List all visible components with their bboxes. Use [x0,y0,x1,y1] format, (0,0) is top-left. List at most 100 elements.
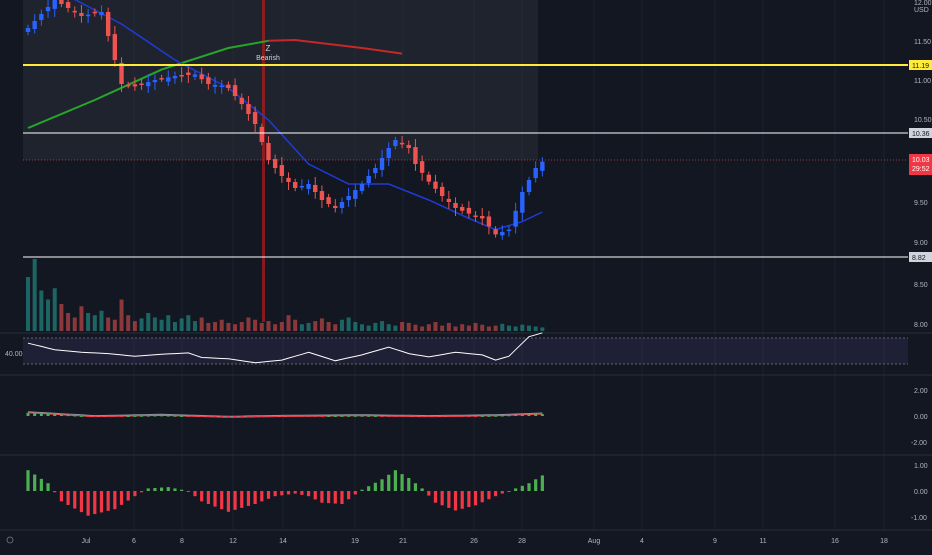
sma-long-line-down [268,38,403,55]
highlight-zone [23,0,538,160]
volume-bar [313,321,318,331]
candle-body [453,202,458,208]
oscillator-pane[interactable]: 1.00 0.00 -1.00 [26,463,928,522]
volume-bar [146,313,151,331]
candle-body [446,198,452,202]
volume-bar [493,325,498,331]
time-tick: Aug [588,538,601,545]
time-tick: 26 [470,538,478,545]
volume-bar [279,322,284,331]
time-tick: 12 [229,538,237,545]
rsi-value-label: 40.00 [5,351,23,358]
oscillator-bar [273,491,277,497]
level-price-label: 10.36 [912,131,930,138]
candle-body [206,77,211,84]
candle-body [192,74,198,77]
currency-label: USD [914,7,929,14]
volume-bar [286,315,291,331]
candle-body [480,216,485,219]
oscillator-bar [433,491,438,503]
rsi-pane[interactable]: 40.00 [5,332,908,365]
volume-bar [513,326,518,331]
oscillator-bar [507,491,511,492]
oscillator-bar [26,470,30,491]
macd-histogram-bar [140,415,144,417]
time-tick: 18 [880,538,888,545]
candle-body [413,147,418,164]
volume-bar [426,324,431,331]
volume-bar [406,322,411,331]
macd-histogram-bar [454,416,458,417]
macd-tick: -2.00 [911,440,927,447]
volume-bar [453,326,458,331]
candle-body [239,97,244,104]
timezone-icon[interactable] [6,536,14,544]
time-tick: 19 [351,538,359,545]
oscillator-bar [59,491,63,502]
volume-bar [319,318,324,331]
candle-body [526,180,532,192]
volume-bar [159,319,164,331]
macd-histogram-bar [440,416,444,417]
price-axis[interactable]: 12.00 USD 11.50 11.00 10.50 9.50 9.00 8.… [909,0,932,329]
macd-pane[interactable]: 2.00 0.00 -2.00 [26,388,928,447]
oscillator-bar [146,488,150,491]
osc-tick: -1.00 [911,515,927,522]
oscillator-bar [33,474,37,491]
volume-bar [152,317,157,331]
macd-histogram-bar [367,415,371,417]
macd-histogram-bar [186,416,190,417]
macd-histogram-bar [427,416,431,417]
volume-bar [39,290,44,331]
oscillator-bar [173,488,177,491]
macd-histogram-bar [113,416,117,417]
oscillator-bar [520,485,524,491]
time-tick: Jul [82,538,91,545]
candle-body [293,182,298,188]
macd-histogram-bar [480,415,484,417]
candle-body [379,158,385,170]
candle-body [272,159,278,168]
oscillator-bar [373,482,377,491]
oscillator-bar [494,491,498,497]
volume-bar [72,317,77,331]
time-axis[interactable]: Jul 6 8 12 14 19 21 26 28 Aug 4 9 11 16 … [6,536,888,545]
volume-bar [346,317,351,331]
vertical-marker-line [262,0,265,322]
candle-body [393,140,398,147]
oscillator-bar [306,491,311,497]
macd-histogram-bar [120,416,124,417]
time-tick: 28 [518,538,526,545]
candle-body [132,84,138,87]
candle-body [232,85,238,96]
oscillator-bar [467,491,471,508]
macd-histogram-bar [387,416,391,417]
macd-histogram-bar [226,416,230,418]
macd-histogram-bar [166,415,170,417]
macd-histogram-bar [66,415,70,417]
macd-histogram-bar [213,416,217,417]
candle-body [212,84,218,87]
macd-histogram-bar [320,416,324,417]
macd-histogram-bar [146,415,150,417]
oscillator-bar [407,478,411,491]
candle-body [520,192,525,213]
candle-body [246,104,251,114]
volume-bar [213,322,218,331]
volume-bar [380,321,385,331]
volume-bar [79,306,84,331]
macd-histogram-bar [173,415,177,417]
oscillator-bar [99,491,104,513]
volume-bar [186,315,191,331]
macd-histogram-bar [300,416,304,417]
candle-body [460,207,465,211]
candle-body [179,75,184,77]
oscillator-bar [293,491,297,494]
last-price-tag [909,154,932,175]
volume-bar [253,319,258,331]
oscillator-bar [53,491,57,493]
volume-bar [86,313,91,331]
macd-histogram-bar [220,416,224,418]
